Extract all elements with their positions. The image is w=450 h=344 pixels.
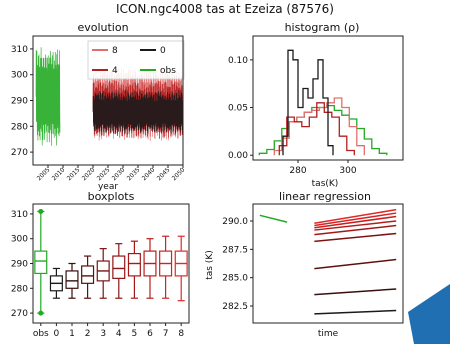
evolution-xtick-label: 2015: [66, 166, 82, 182]
boxplots-ytick-label: 270: [11, 309, 28, 319]
evolution-legend: 8 0 4 obs: [87, 40, 185, 80]
boxplot-box-5: [127, 252, 141, 277]
regression-line-4: [314, 224, 397, 236]
boxplots-xtick-label: 0: [54, 329, 60, 339]
boxplots-xtick-label: 3: [100, 329, 106, 339]
boxplot-box-4: [112, 255, 126, 279]
evolution-ytick-label: 280: [11, 122, 28, 132]
histogram-title: histogram (ρ): [285, 21, 360, 34]
evolution-xlabel: year: [98, 182, 118, 192]
boxplot-box-1: [65, 270, 79, 289]
boxplot-flier-obs: [38, 310, 44, 316]
regression-ticks: 282.5 285.0 287.5 290.0: [222, 217, 253, 312]
regression-line-obs: [259, 214, 288, 223]
corner-decoration: [408, 284, 450, 344]
boxplots-ytick-label: 280: [11, 284, 28, 294]
regression-line-8: [314, 208, 397, 225]
regression-line-1: [314, 288, 397, 296]
evolution-xtick-label: 2030: [111, 166, 127, 182]
evolution-xtick-label: 2035: [126, 166, 142, 182]
regression-ytick-label: 285.0: [222, 274, 248, 284]
evolution-legend-label-0: 0: [160, 46, 166, 56]
regression-line-6: [314, 215, 397, 229]
regression-line-3: [314, 232, 397, 243]
regression-xlabel: time: [318, 329, 339, 339]
evolution-xtick-label: 2045: [156, 166, 172, 182]
panel-linear-regression: linear regression 282.5 285.0 287.5 290.0 t…: [205, 190, 404, 339]
histogram-xtick-label: 300: [339, 166, 356, 176]
boxplots-xtick-label: 7: [163, 329, 169, 339]
evolution-line-obs: [35, 47, 61, 146]
evolution-ytick-label: 270: [11, 148, 28, 158]
boxplots-title: boxplots: [88, 190, 135, 203]
boxplots-xtick-label: 2: [85, 329, 91, 339]
regression-line-7: [314, 212, 397, 227]
evolution-xtick-label: 2050: [171, 166, 187, 182]
histogram-ytick-label: 0.10: [228, 56, 248, 66]
boxplots-xtick-label: 6: [147, 329, 153, 339]
regression-title: linear regression: [279, 190, 371, 203]
histogram-axes-frame: [252, 35, 404, 161]
boxplot-box-obs: [34, 250, 48, 275]
boxplots-xtick-label: 5: [132, 329, 138, 339]
evolution-xtick-label: 2040: [141, 166, 157, 182]
boxplots-xtick-label: 4: [116, 329, 122, 339]
histogram-step-obs: [258, 104, 388, 156]
histogram-ytick-label: 0.00: [228, 151, 248, 161]
evolution-ytick-label: 310: [11, 45, 28, 55]
boxplots-xtick-label: 1: [69, 329, 75, 339]
panel-histogram: histogram (ρ) 0.00 0.05 0.10 280 300 tas(K): [228, 21, 404, 189]
evolution-title: evolution: [77, 21, 128, 34]
boxplots-axes-frame: [32, 203, 190, 324]
boxplots-ytick-label: 290: [11, 260, 28, 270]
evolution-legend-label-8: 8: [112, 46, 118, 56]
histogram-step-8: [273, 97, 365, 156]
evolution-ytick-label: 300: [11, 71, 28, 81]
evolution-xtick-label: 2005: [36, 166, 52, 182]
histogram-ticks: 0.00 0.05 0.10 280 300: [228, 56, 357, 176]
evolution-axes-frame: [32, 35, 184, 166]
regression-plot-area: [259, 208, 397, 315]
evolution-legend-box: [87, 40, 185, 80]
panel-boxplots: boxplots 270 280 290 300 310 obs 0 1 2 3 4 5 6 7 8: [11, 190, 190, 339]
evolution-legend-label-obs: obs: [160, 66, 176, 76]
regression-ytick-label: 290.0: [222, 217, 248, 227]
regression-line-2: [314, 258, 397, 270]
histogram-xtick-label: 280: [289, 166, 306, 176]
regression-ytick-label: 287.5: [222, 245, 248, 255]
histogram-step-4: [278, 102, 355, 156]
evolution-line-0: [92, 90, 184, 134]
evolution-legend-label-4: 4: [112, 66, 118, 76]
regression-ylabel: tas (K): [205, 250, 215, 280]
histogram-xlabel: tas(K): [312, 179, 339, 189]
boxplots-xtick-label: 8: [178, 329, 184, 339]
panel-evolution: evolution 8 0 4 obs 270 280 290 300 310 2005 2010…: [11, 21, 187, 192]
regression-ytick-label: 282.5: [222, 302, 248, 312]
evolution-ytick-label: 290: [11, 97, 28, 107]
boxplots-plot-area: [34, 208, 188, 316]
histogram-step-0: [282, 49, 334, 156]
regression-line-5: [314, 220, 397, 231]
boxplots-ytick-label: 310: [11, 210, 28, 220]
boxplot-box-2: [81, 265, 95, 284]
regression-axes-frame: [252, 203, 404, 324]
histogram-plot-area: [258, 49, 388, 156]
regression-line-0: [314, 309, 397, 315]
histogram-ytick-label: 0.05: [228, 104, 248, 114]
evolution-xtick-label: 2020: [81, 166, 97, 182]
boxplot-flier-obs: [38, 208, 44, 214]
figure-title: ICON.ngc4008 tas at Ezeiza (87576): [116, 2, 334, 16]
boxplots-xtick-label: obs: [33, 329, 49, 339]
evolution-xtick-label: 2025: [96, 166, 112, 182]
evolution-xtick-label: 2010: [51, 166, 67, 182]
boxplots-ytick-label: 300: [11, 235, 28, 245]
